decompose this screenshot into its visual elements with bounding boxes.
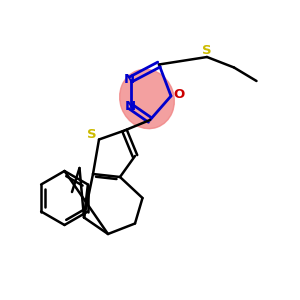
- Text: S: S: [87, 128, 96, 142]
- Text: S: S: [202, 44, 212, 57]
- Ellipse shape: [120, 69, 174, 129]
- Text: O: O: [173, 88, 184, 101]
- Text: N: N: [125, 100, 136, 113]
- Text: N: N: [123, 73, 135, 86]
